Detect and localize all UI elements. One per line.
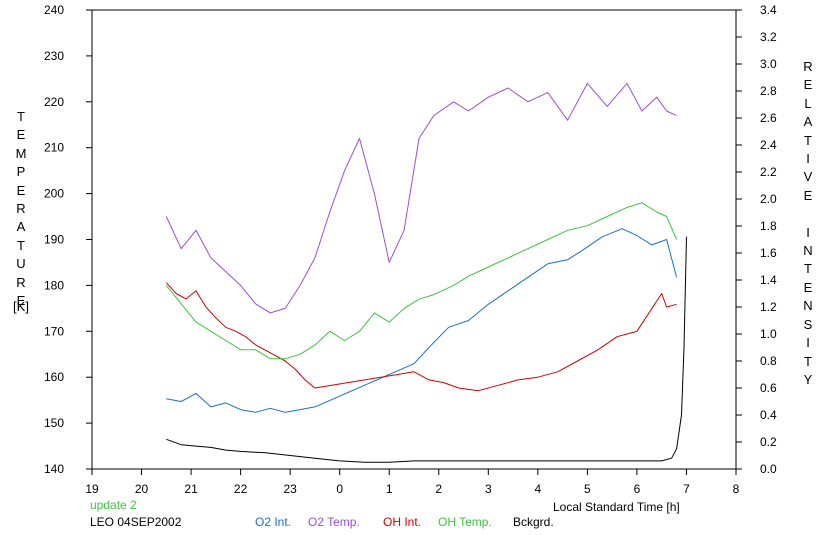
x-tick-label: 3 [485, 482, 492, 496]
y-right-tick-label: 2.4 [760, 138, 777, 152]
axis-letter: E [16, 293, 26, 309]
y-right-tick-label: 1.2 [760, 300, 777, 314]
axis-letter: T [804, 132, 812, 148]
series-line-o2-int [166, 228, 678, 413]
x-tick-label: 7 [683, 482, 690, 496]
left-axis-unit: [K] [13, 299, 29, 314]
axis-letter: I [806, 335, 810, 351]
x-tick-label: 1 [386, 482, 393, 496]
axis-letter: E [803, 187, 813, 203]
axis-letter: Y [803, 371, 813, 387]
y-right-tick-label: 2.0 [760, 192, 777, 206]
y-right-tick-label: 1.6 [760, 246, 777, 260]
axis-letter [801, 205, 815, 223]
axis-letter: R [16, 274, 26, 290]
y-right-tick-label: 2.8 [760, 84, 777, 98]
axis-letter: N [803, 298, 813, 314]
y-left-tick-label: 200 [44, 187, 64, 201]
right-y-axis: 0.0 0.2 0.4 0.6 0.8 1.0 1.2 1.4 1.6 1.8 2.0 2.2 2.4 2… [736, 3, 777, 476]
legend-item-bckgrd: Bckgrd. [513, 515, 554, 529]
axis-letter: N [803, 243, 813, 259]
axis-letter: E [16, 182, 26, 198]
y-left-tick-label: 170 [44, 324, 64, 338]
x-axis-label: Local Standard Time [h] [553, 500, 680, 514]
series-line-o2-temp [165, 82, 677, 314]
axis-letter: V [803, 169, 813, 185]
y-right-tick-label: 2.2 [760, 165, 777, 179]
axis-letter: E [16, 127, 26, 143]
y-right-tick-label: 3.4 [760, 3, 777, 17]
y-right-tick-label: 2.6 [760, 111, 777, 125]
axis-letter: I [806, 151, 810, 167]
axis-letter: A [16, 219, 26, 235]
axis-letter: E [803, 77, 813, 93]
y-right-tick-label: 1.0 [760, 327, 777, 341]
status-text: update 2 [90, 498, 137, 512]
y-left-tick-label: 220 [44, 95, 64, 109]
axis-letter: A [803, 114, 813, 130]
y-left-tick-label: 150 [44, 416, 64, 430]
y-left-tick-label: 230 [44, 49, 64, 63]
legend-item-o2-int: O2 Int. [255, 515, 291, 529]
y-left-tick-label: 180 [44, 278, 64, 292]
site-date-text: LEO 04SEP2002 [90, 515, 182, 529]
axis-letter: L [804, 95, 812, 111]
y-left-tick-label: 240 [44, 3, 64, 17]
axis-letter: S [803, 316, 813, 332]
axis-letter: I [806, 224, 810, 240]
x-tick-label: 4 [535, 482, 542, 496]
y-left-tick-label: 160 [44, 370, 64, 384]
x-tick-label: 19 [85, 482, 99, 496]
x-axis: 19 20 21 22 23 0 1 2 3 4 5 6 7 8 [85, 469, 740, 496]
y-left-tick-label: 190 [44, 233, 64, 247]
y-right-tick-label: 0.8 [760, 354, 777, 368]
axis-letter: R [16, 201, 26, 217]
x-tick-label: 8 [733, 482, 740, 496]
y-left-tick-label: 140 [44, 462, 64, 476]
axis-letter: M [15, 145, 27, 161]
series-layer [165, 82, 687, 463]
left-y-axis: 140 150 160 170 180 190 200 210 220 230 240 [44, 3, 92, 476]
legend-item-oh-int: OH Int. [383, 515, 421, 529]
axis-letter: U [16, 256, 26, 272]
x-tick-label: 21 [184, 482, 198, 496]
x-tick-label: 5 [584, 482, 591, 496]
x-tick-label: 6 [634, 482, 641, 496]
y-right-tick-label: 0.6 [760, 381, 777, 395]
x-tick-label: 23 [283, 482, 297, 496]
x-tick-label: 2 [435, 482, 442, 496]
y-right-tick-label: 0.0 [760, 462, 777, 476]
y-right-tick-label: 3.2 [760, 30, 777, 44]
axis-letter: E [803, 279, 813, 295]
y-left-tick-label: 210 [44, 141, 64, 155]
axis-letter: T [804, 261, 812, 277]
y-right-tick-label: 0.4 [760, 408, 777, 422]
series-line-bckgrd [166, 236, 687, 463]
x-tick-label: 0 [336, 482, 343, 496]
legend: O2 Int. O2 Temp. OH Int. OH Temp. Bckgrd. [255, 515, 554, 529]
y-right-tick-label: 1.4 [760, 273, 777, 287]
series-line-oh-temp [165, 202, 678, 360]
x-tick-label: 20 [135, 482, 149, 496]
axis-letter: R [803, 59, 813, 74]
legend-item-oh-temp: OH Temp. [438, 515, 492, 529]
y-right-tick-label: 3.0 [760, 57, 777, 71]
series-line-oh-int [165, 282, 677, 392]
axis-letter: T [17, 237, 25, 253]
axis-letter: P [16, 164, 26, 180]
x-tick-label: 22 [234, 482, 248, 496]
y-right-tick-label: 1.8 [760, 219, 777, 233]
axis-letter: T [804, 353, 812, 369]
axis-letter: T [17, 109, 25, 124]
y-right-tick-label: 0.2 [760, 435, 777, 449]
legend-item-o2-temp: O2 Temp. [308, 515, 360, 529]
